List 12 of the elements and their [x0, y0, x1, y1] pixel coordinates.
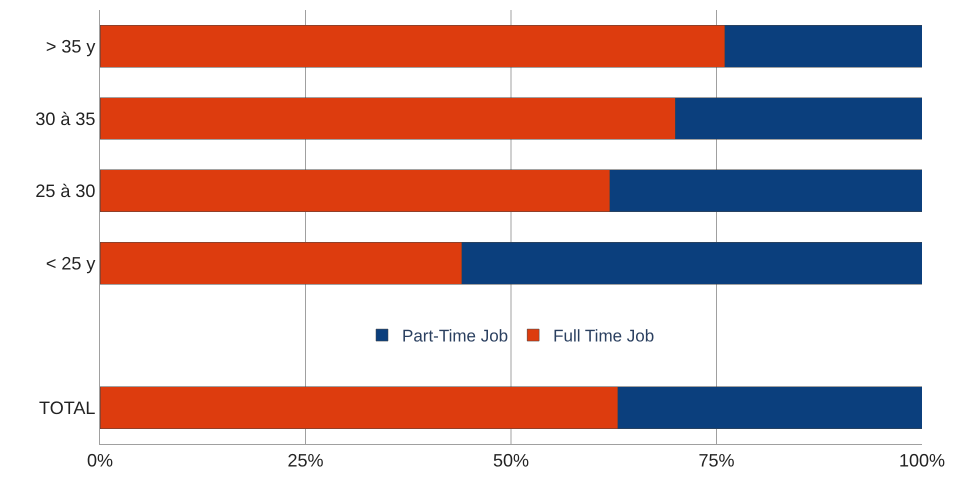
y-tick-label: 25 à 30 [35, 181, 96, 202]
x-tick-label: 25% [287, 450, 324, 471]
x-tick-label: 50% [492, 450, 530, 471]
y-tick-label: > 35 y [46, 36, 96, 56]
legend-label: Full Time Job [553, 326, 654, 346]
legend-label: Part-Time Job [402, 326, 508, 346]
y-tick-label: TOTAL [39, 398, 96, 418]
x-tick-label: 75% [698, 450, 735, 471]
x-tick-label: 100% [898, 450, 946, 471]
y-tick-label: < 25 y [46, 253, 96, 274]
y-tick-label: 30 à 35 [35, 108, 96, 129]
x-tick-label: 0% [86, 450, 114, 471]
